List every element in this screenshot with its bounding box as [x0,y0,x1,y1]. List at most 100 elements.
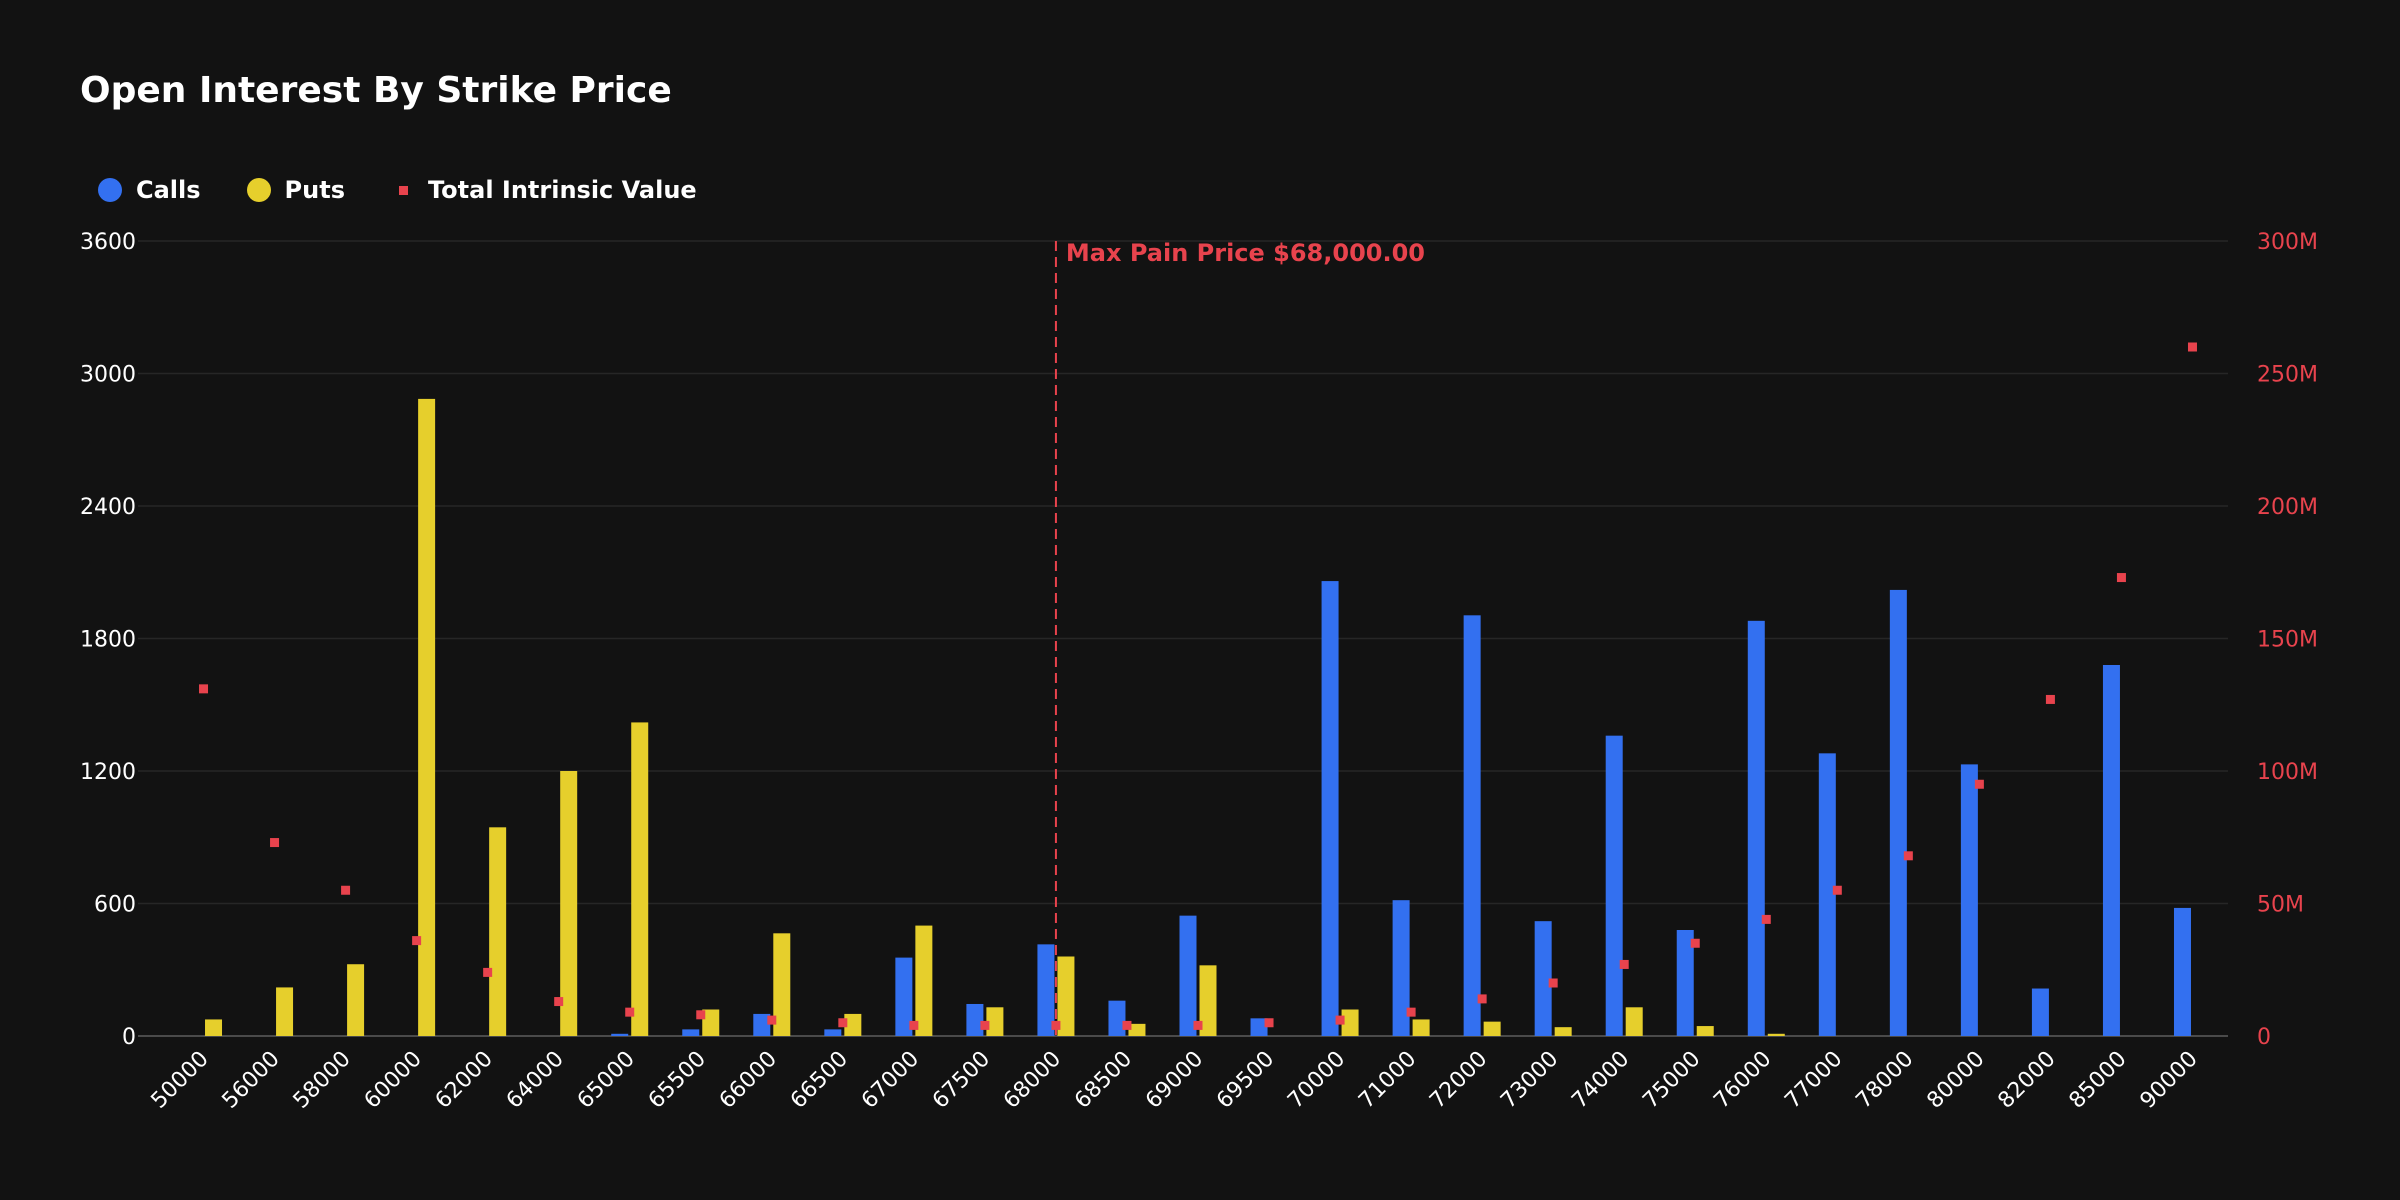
intrinsic-point [483,967,493,977]
y-left-tick-label: 3600 [80,230,136,255]
calls-bar [966,1003,984,1036]
puts-swatch [246,178,271,202]
x-tick-label: 80000 [1922,1047,1989,1114]
puts-bar [773,933,791,1036]
calls-bar [1605,735,1623,1036]
x-tick-label: 62000 [431,1047,498,1114]
legend-item-intrinsic[interactable]: Total Intrinsic Value [391,176,697,204]
chart-title: Open Interest By Strike Price [80,70,672,111]
puts-bar [1199,965,1217,1036]
y-right-tick-label: 250M [2257,363,2318,388]
intrinsic-point [625,1007,635,1017]
x-tick-label: 69500 [1212,1047,1279,1114]
intrinsic-point [1477,994,1487,1004]
x-tick-label: 66000 [715,1047,782,1114]
calls-bar [895,957,913,1036]
intrinsic-point [341,885,351,895]
calls-bar [2031,988,2049,1036]
x-tick-label: 77000 [1780,1047,1847,1114]
calls-swatch [98,178,122,202]
x-tick-label: 85000 [2065,1047,2132,1114]
puts-bar [702,1009,720,1036]
calls-bar [1889,589,1907,1036]
intrinsic-point [412,936,422,946]
puts-bar [489,827,507,1036]
intrinsic-point [838,1018,848,1028]
x-tick-label: 74000 [1567,1047,1634,1114]
puts-bar [1412,1019,1430,1036]
y-right-tick-label: 50M [2257,893,2304,918]
legend-label-puts: Puts [284,176,345,204]
puts-bar [1128,1023,1146,1036]
intrinsic-point [1051,1020,1061,1030]
x-tick-label: 73000 [1496,1047,1563,1114]
calls-bar [824,1029,842,1036]
y-right-tick-label: 200M [2257,495,2318,520]
x-tick-label: 75000 [1638,1047,1705,1114]
intrinsic-point [1193,1020,1203,1030]
puts-bar [1696,1026,1714,1036]
y-left-tick-label: 1800 [80,628,136,653]
x-tick-label: 78000 [1851,1047,1918,1114]
legend-label-calls: Calls [136,176,201,204]
puts-bar [560,771,578,1036]
puts-bar [1341,1009,1359,1036]
calls-bar [682,1029,700,1036]
calls-bar [1037,944,1055,1036]
y-right-tick-label: 100M [2257,760,2318,785]
x-tick-label: 58000 [289,1047,356,1114]
intrinsic-point [1406,1007,1416,1017]
x-tick-label: 60000 [360,1047,427,1114]
puts-bar [205,1019,223,1036]
x-tick-label: 64000 [502,1047,569,1114]
calls-bar [1676,930,1694,1036]
intrinsic-point [767,1015,777,1025]
puts-bar [1625,1007,1643,1036]
intrinsic-point [1264,1018,1274,1028]
intrinsic-point [1619,959,1629,969]
intrinsic-swatch [398,185,408,195]
x-tick-label: 66500 [786,1047,853,1114]
calls-bar [611,1033,629,1036]
calls-bar [1108,1000,1126,1036]
intrinsic-point [1690,938,1700,948]
calls-bar [1960,764,1978,1036]
intrinsic-point [1974,779,1984,789]
calls-bar [2102,665,2120,1036]
puts-bar [1483,1021,1501,1036]
y-left-tick-label: 2400 [80,495,136,520]
intrinsic-point [2045,694,2055,704]
intrinsic-point [554,997,564,1007]
x-tick-label: 90000 [2136,1047,2203,1114]
calls-bar [1747,620,1765,1036]
x-tick-label: 82000 [1993,1047,2060,1114]
intrinsic-point [1548,978,1558,988]
calls-bar [1534,921,1552,1036]
chart-legend: Calls Puts Total Intrinsic Value [98,176,743,204]
y-left-tick-label: 0 [122,1025,136,1050]
intrinsic-point [1832,885,1842,895]
legend-item-calls[interactable]: Calls [98,176,201,204]
y-right-tick-label: 150M [2257,628,2318,653]
legend-item-puts[interactable]: Puts [246,176,345,204]
y-left-tick-label: 600 [94,893,136,918]
intrinsic-point [199,684,209,694]
x-tick-label: 65500 [644,1047,711,1114]
calls-bar [753,1013,771,1036]
x-tick-label: 71000 [1354,1047,1421,1114]
intrinsic-point [980,1020,990,1030]
calls-bar [1392,900,1410,1036]
x-tick-label: 65000 [573,1047,640,1114]
max-pain-label: Max Pain Price $68,000.00 [1066,239,1425,267]
intrinsic-point [270,838,280,848]
intrinsic-point [1903,851,1913,861]
x-tick-label: 68000 [999,1047,1066,1114]
x-tick-label: 50000 [147,1047,214,1114]
puts-bar [915,925,933,1036]
calls-bar [1179,915,1197,1036]
intrinsic-point [1122,1020,1132,1030]
intrinsic-point [909,1020,919,1030]
x-tick-label: 68500 [1070,1047,1137,1114]
puts-bar [986,1007,1004,1036]
